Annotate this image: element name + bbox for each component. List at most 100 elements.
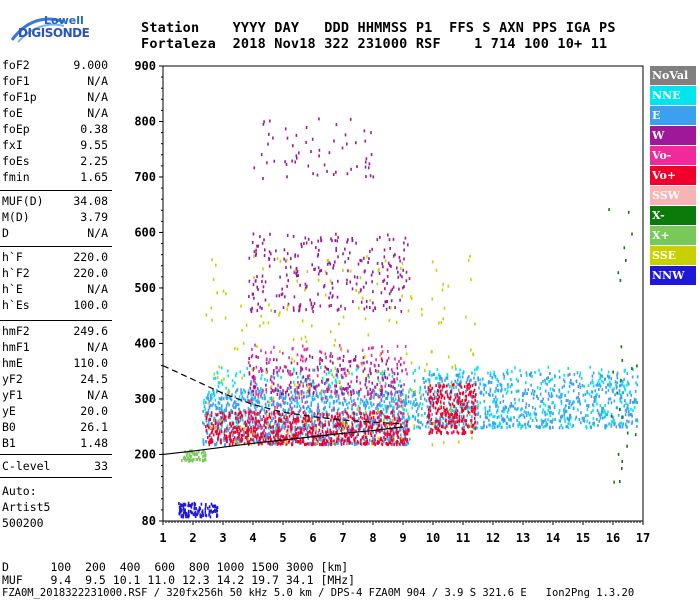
echo-point bbox=[353, 391, 355, 395]
x-tick-label: 6 bbox=[309, 531, 316, 545]
echo-point bbox=[262, 122, 265, 126]
echo-point bbox=[380, 423, 383, 427]
echo-point bbox=[578, 418, 581, 421]
echo-point bbox=[330, 394, 332, 398]
echo-point bbox=[495, 404, 497, 408]
echo-point bbox=[512, 404, 515, 408]
echo-point bbox=[500, 389, 502, 393]
echo-point bbox=[323, 400, 326, 404]
echo-point bbox=[451, 409, 453, 412]
echo-point bbox=[289, 421, 291, 425]
echo-point bbox=[412, 402, 414, 406]
echo-point bbox=[578, 382, 581, 386]
echo-point bbox=[274, 442, 276, 446]
echo-point bbox=[272, 431, 274, 435]
echo-point bbox=[279, 366, 282, 370]
echo-point bbox=[567, 367, 569, 370]
echo-point bbox=[369, 306, 371, 309]
echo-point bbox=[233, 430, 235, 434]
echo-point bbox=[461, 398, 464, 402]
echo-point bbox=[392, 237, 395, 241]
echo-point bbox=[586, 404, 588, 408]
echo-point bbox=[312, 310, 314, 314]
echo-point bbox=[285, 413, 287, 417]
echo-point bbox=[363, 438, 366, 442]
param-label: foF1 bbox=[2, 74, 30, 88]
echo-point bbox=[370, 273, 373, 277]
echo-point bbox=[431, 373, 434, 377]
echo-point bbox=[334, 239, 337, 243]
echo-point bbox=[232, 439, 234, 443]
param-value: 1.65 bbox=[80, 170, 108, 184]
echo-point bbox=[436, 419, 438, 423]
echo-point bbox=[476, 426, 478, 430]
echo-point bbox=[247, 389, 250, 393]
echo-point bbox=[531, 375, 533, 378]
echo-point bbox=[279, 403, 282, 407]
echo-point bbox=[582, 393, 585, 397]
echo-point bbox=[368, 397, 371, 401]
echo-point bbox=[324, 270, 327, 274]
echo-point bbox=[336, 437, 338, 441]
echo-point bbox=[552, 425, 554, 429]
echo-point bbox=[631, 420, 634, 424]
echo-point bbox=[510, 383, 513, 387]
echo-point bbox=[261, 373, 263, 377]
echo-point bbox=[377, 403, 380, 407]
echo-point bbox=[613, 399, 616, 403]
echo-point bbox=[594, 389, 597, 393]
echo-point bbox=[248, 417, 251, 421]
echo-point bbox=[400, 436, 403, 440]
echo-point bbox=[252, 389, 255, 393]
echo-point bbox=[239, 416, 241, 420]
x-tick-label: 3 bbox=[219, 531, 226, 545]
echo-point bbox=[358, 390, 360, 393]
echo-point bbox=[248, 371, 251, 375]
echo-point bbox=[214, 509, 217, 513]
x-tick-label: 1 bbox=[159, 531, 166, 545]
echo-point bbox=[448, 401, 450, 405]
echo-point bbox=[337, 421, 339, 425]
echo-point bbox=[326, 440, 329, 444]
echo-point bbox=[386, 394, 389, 398]
echo-point bbox=[282, 351, 284, 355]
echo-point bbox=[202, 514, 205, 517]
echo-point bbox=[366, 442, 369, 446]
echo-point bbox=[365, 398, 368, 402]
echo-point bbox=[523, 410, 526, 414]
echo-point bbox=[336, 375, 339, 379]
echo-point bbox=[436, 401, 438, 405]
echo-point bbox=[228, 395, 231, 399]
echo-point bbox=[510, 378, 512, 382]
echo-point bbox=[533, 392, 535, 396]
echo-point bbox=[323, 163, 326, 167]
echo-point bbox=[186, 453, 188, 457]
param-value: N/A bbox=[87, 340, 108, 354]
echo-point bbox=[351, 237, 353, 240]
echo-point bbox=[430, 427, 432, 431]
echo-point bbox=[558, 419, 561, 423]
echo-point bbox=[494, 425, 496, 429]
echo-point bbox=[335, 441, 337, 445]
echo-point bbox=[529, 416, 532, 420]
echo-point bbox=[286, 307, 288, 311]
echo-point bbox=[494, 422, 497, 426]
echo-point bbox=[204, 414, 206, 417]
echo-point bbox=[450, 387, 453, 391]
echo-point bbox=[489, 413, 491, 417]
echo-point bbox=[536, 425, 539, 429]
echo-point bbox=[295, 440, 297, 444]
echo-point bbox=[531, 418, 534, 422]
echo-point bbox=[240, 388, 242, 392]
echo-point bbox=[388, 436, 390, 440]
echo-point bbox=[386, 391, 388, 394]
echo-point bbox=[455, 385, 457, 389]
echo-point bbox=[468, 406, 470, 410]
echo-point bbox=[349, 251, 351, 255]
echo-point bbox=[319, 349, 321, 353]
plot-frame bbox=[162, 65, 644, 522]
echo-point bbox=[193, 503, 196, 507]
echo-point bbox=[379, 438, 381, 442]
echo-point bbox=[596, 409, 599, 412]
echo-point bbox=[534, 416, 537, 420]
